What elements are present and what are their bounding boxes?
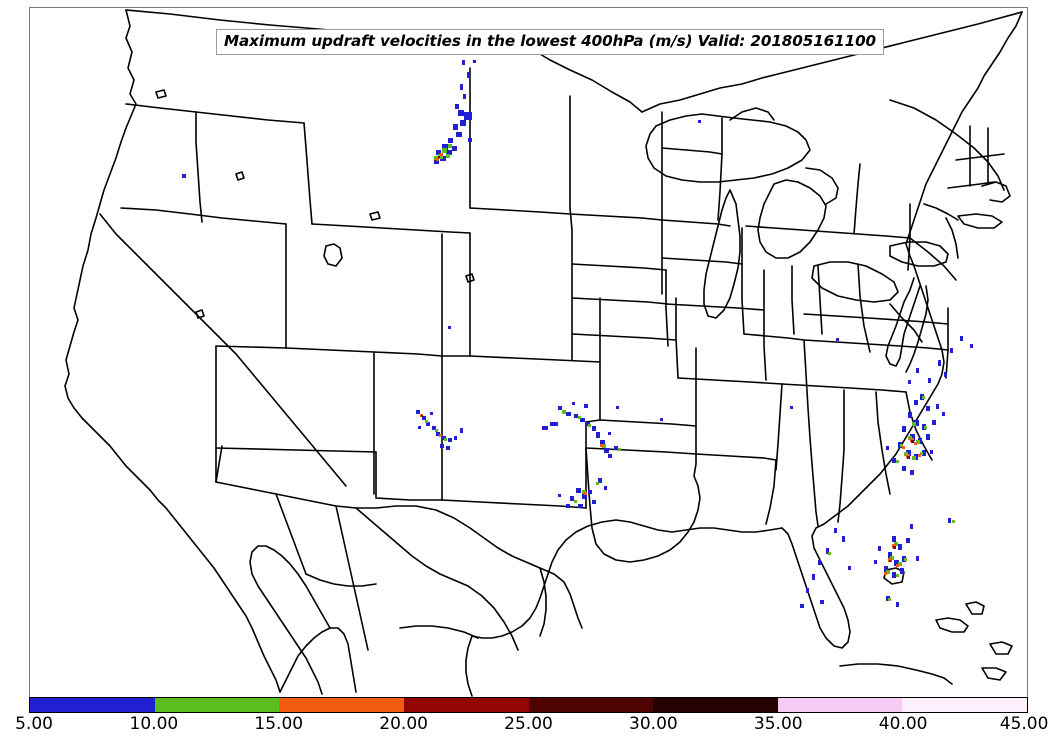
colorbar-tick-45: 45.00: [999, 714, 1049, 734]
colorbar-tick-5: 5.00: [15, 714, 53, 734]
colorbar-tick-labels: 5.00 10.00 15.00 20.00 25.00 30.00 35.00 40.00 4…: [0, 714, 1060, 740]
colorbar-band-orange: [279, 698, 404, 712]
map-geography: [64, 9, 1023, 697]
colorbar-band-green: [154, 698, 280, 712]
updraft-velocity-pixels: [182, 32, 973, 608]
colorbar-tick-40: 40.00: [878, 714, 928, 734]
colorbar-band-dark-red: [403, 698, 529, 712]
plot-title-box: Maximum updraft velocities in the lowest…: [216, 29, 884, 55]
colorbar-tick-35: 35.00: [753, 714, 803, 734]
colorbar-band-darker-red: [528, 698, 654, 712]
colorbar-band-blue: [30, 698, 155, 712]
colorbar-band-near-black-red: [653, 698, 778, 712]
plot-title: Maximum updraft velocities in the lowest…: [224, 32, 876, 50]
map-panel: Maximum updraft velocities in the lowest…: [29, 7, 1028, 698]
colorbar: [29, 697, 1028, 713]
colorbar-tick-30: 30.00: [629, 714, 678, 734]
colorbar-tick-25: 25.00: [504, 714, 553, 734]
coastlines-and-borders: [64, 9, 1023, 697]
colorbar-tick-15: 15.00: [254, 714, 304, 734]
colorbar-tick-10: 10.00: [129, 714, 179, 734]
colorbar-band-pale-pink: [902, 698, 1027, 712]
colorbar-band-light-pink: [777, 698, 903, 712]
colorbar-tick-20: 20.00: [379, 714, 428, 734]
